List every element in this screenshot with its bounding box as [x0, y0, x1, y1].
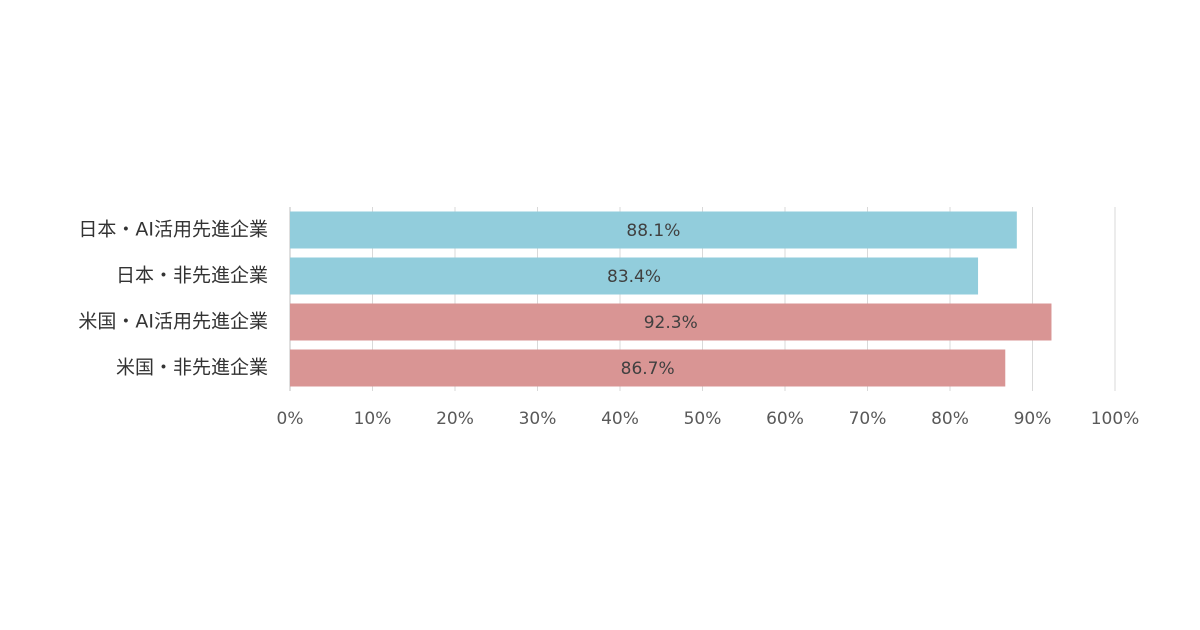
- y-tick-label: 日本・非先進企業: [116, 265, 268, 287]
- bar: [290, 211, 1017, 249]
- value-label: 86.7%: [621, 359, 675, 379]
- value-label: 92.3%: [644, 313, 698, 333]
- bar: [290, 303, 1052, 341]
- x-tick-label: 50%: [684, 409, 722, 429]
- value-label: 83.4%: [607, 267, 661, 287]
- x-tick-label: 70%: [849, 409, 887, 429]
- y-tick-label: 米国・AI活用先進企業: [78, 311, 268, 333]
- x-tick-label: 40%: [601, 409, 639, 429]
- x-tick-label: 30%: [519, 409, 557, 429]
- x-tick-label: 10%: [354, 409, 392, 429]
- y-tick-label: 米国・非先進企業: [116, 357, 268, 379]
- bar: [290, 257, 979, 295]
- x-tick-label: 100%: [1091, 409, 1140, 429]
- bar: [290, 349, 1006, 387]
- x-tick-label: 60%: [766, 409, 804, 429]
- value-label: 88.1%: [626, 221, 680, 241]
- x-tick-label: 0%: [277, 409, 304, 429]
- x-tick-label: 20%: [436, 409, 474, 429]
- y-tick-label: 日本・AI活用先進企業: [78, 219, 268, 241]
- x-tick-label: 90%: [1014, 409, 1052, 429]
- x-tick-label: 80%: [931, 409, 969, 429]
